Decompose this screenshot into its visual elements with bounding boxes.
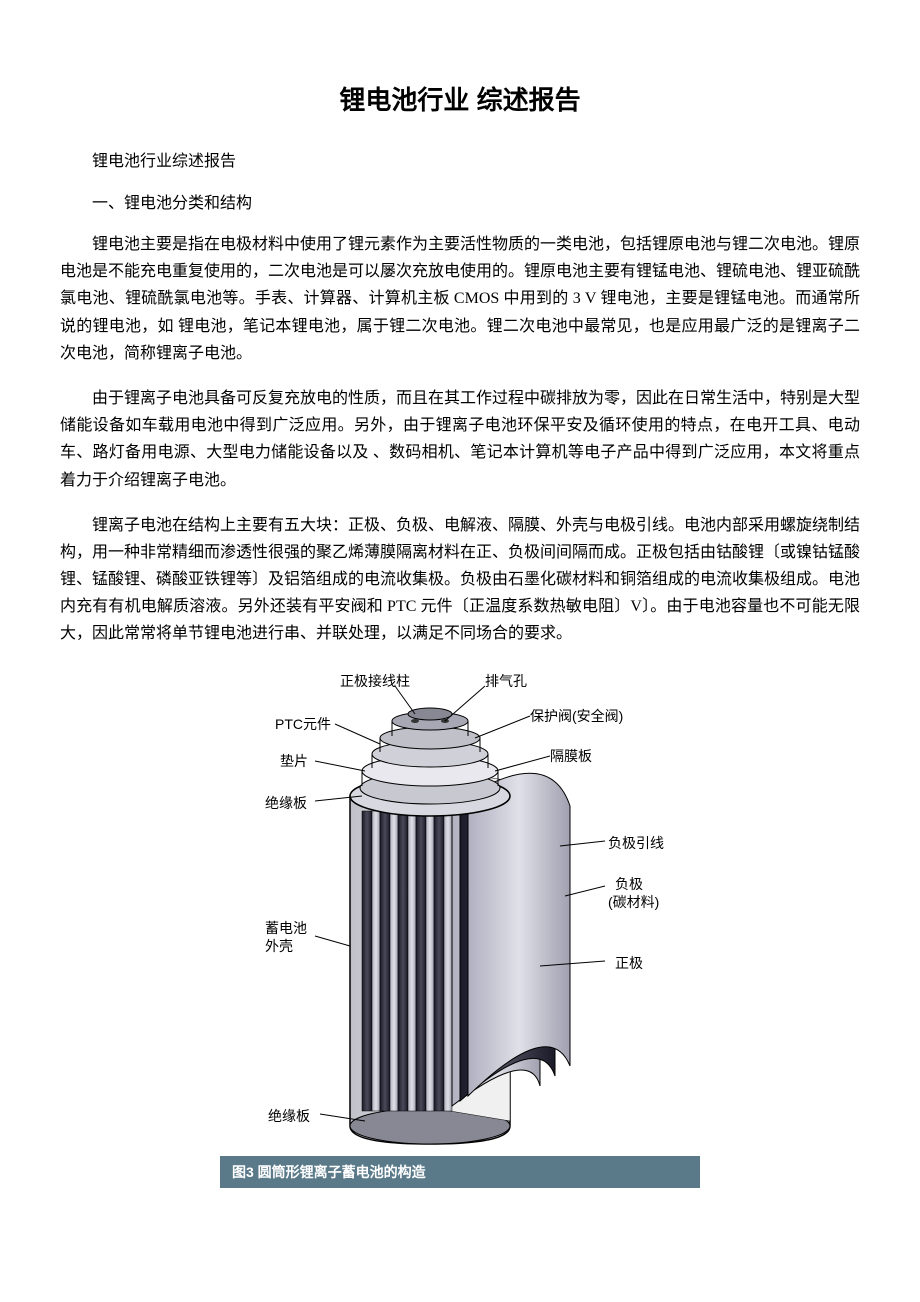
paragraph-3: 锂离子电池在结构上主要有五大块：正极、负极、电解液、隔膜、外壳与电极引线。电池内… xyxy=(60,512,860,648)
label-safety-valve: 保护阀(安全阀) xyxy=(530,706,623,726)
battery-diagram-container: 正极接线柱 排气孔 PTC元件 保护阀(安全阀) 垫片 隔膜板 绝缘板 负极引线… xyxy=(60,666,860,1188)
label-insulation-top: 绝缘板 xyxy=(265,793,307,813)
label-negative-lead: 负极引线 xyxy=(608,833,664,853)
label-insulation-bottom: 绝缘板 xyxy=(268,1106,310,1126)
paragraph-2: 由于锂离子电池具备可反复充放电的性质，而且在其工作过程中碳排放为零，因此在日常生… xyxy=(60,385,860,494)
label-ptc-element: PTC元件 xyxy=(275,714,331,734)
diagram-caption: 图3 圆筒形锂离子蓄电池的构造 xyxy=(220,1156,700,1188)
label-positive-terminal: 正极接线柱 xyxy=(340,671,410,691)
paragraph-1: 锂电池主要是指在电极材料中使用了锂元素作为主要活性物质的一类电池，包括锂原电池与… xyxy=(60,231,860,367)
label-negative: 负极 xyxy=(615,874,643,894)
label-negative-material: (碳材料) xyxy=(608,892,659,912)
label-positive: 正极 xyxy=(615,953,643,973)
battery-diagram: 正极接线柱 排气孔 PTC元件 保护阀(安全阀) 垫片 隔膜板 绝缘板 负极引线… xyxy=(220,666,700,1156)
label-battery-case: 蓄电池 xyxy=(265,918,307,938)
label-separator: 隔膜板 xyxy=(550,746,592,766)
document-subtitle: 锂电池行业综述报告 xyxy=(60,147,860,171)
label-gasket: 垫片 xyxy=(280,751,308,771)
section-heading: 一、锂电池分类和结构 xyxy=(60,189,860,213)
label-vent-hole: 排气孔 xyxy=(485,671,527,691)
document-title: 锂电池行业 综述报告 xyxy=(60,80,860,117)
label-case-sub: 外壳 xyxy=(265,936,293,956)
